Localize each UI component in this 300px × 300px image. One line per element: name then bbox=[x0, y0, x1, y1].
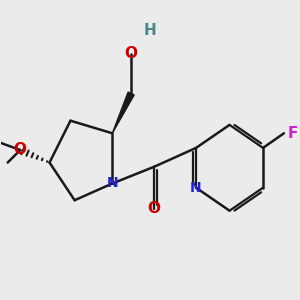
Text: N: N bbox=[106, 176, 118, 190]
Text: N: N bbox=[190, 181, 202, 195]
Text: O: O bbox=[14, 142, 27, 158]
Text: O: O bbox=[125, 46, 138, 61]
Text: F: F bbox=[288, 126, 298, 141]
Polygon shape bbox=[112, 92, 134, 133]
Text: O: O bbox=[148, 201, 161, 216]
Text: H: H bbox=[144, 23, 156, 38]
